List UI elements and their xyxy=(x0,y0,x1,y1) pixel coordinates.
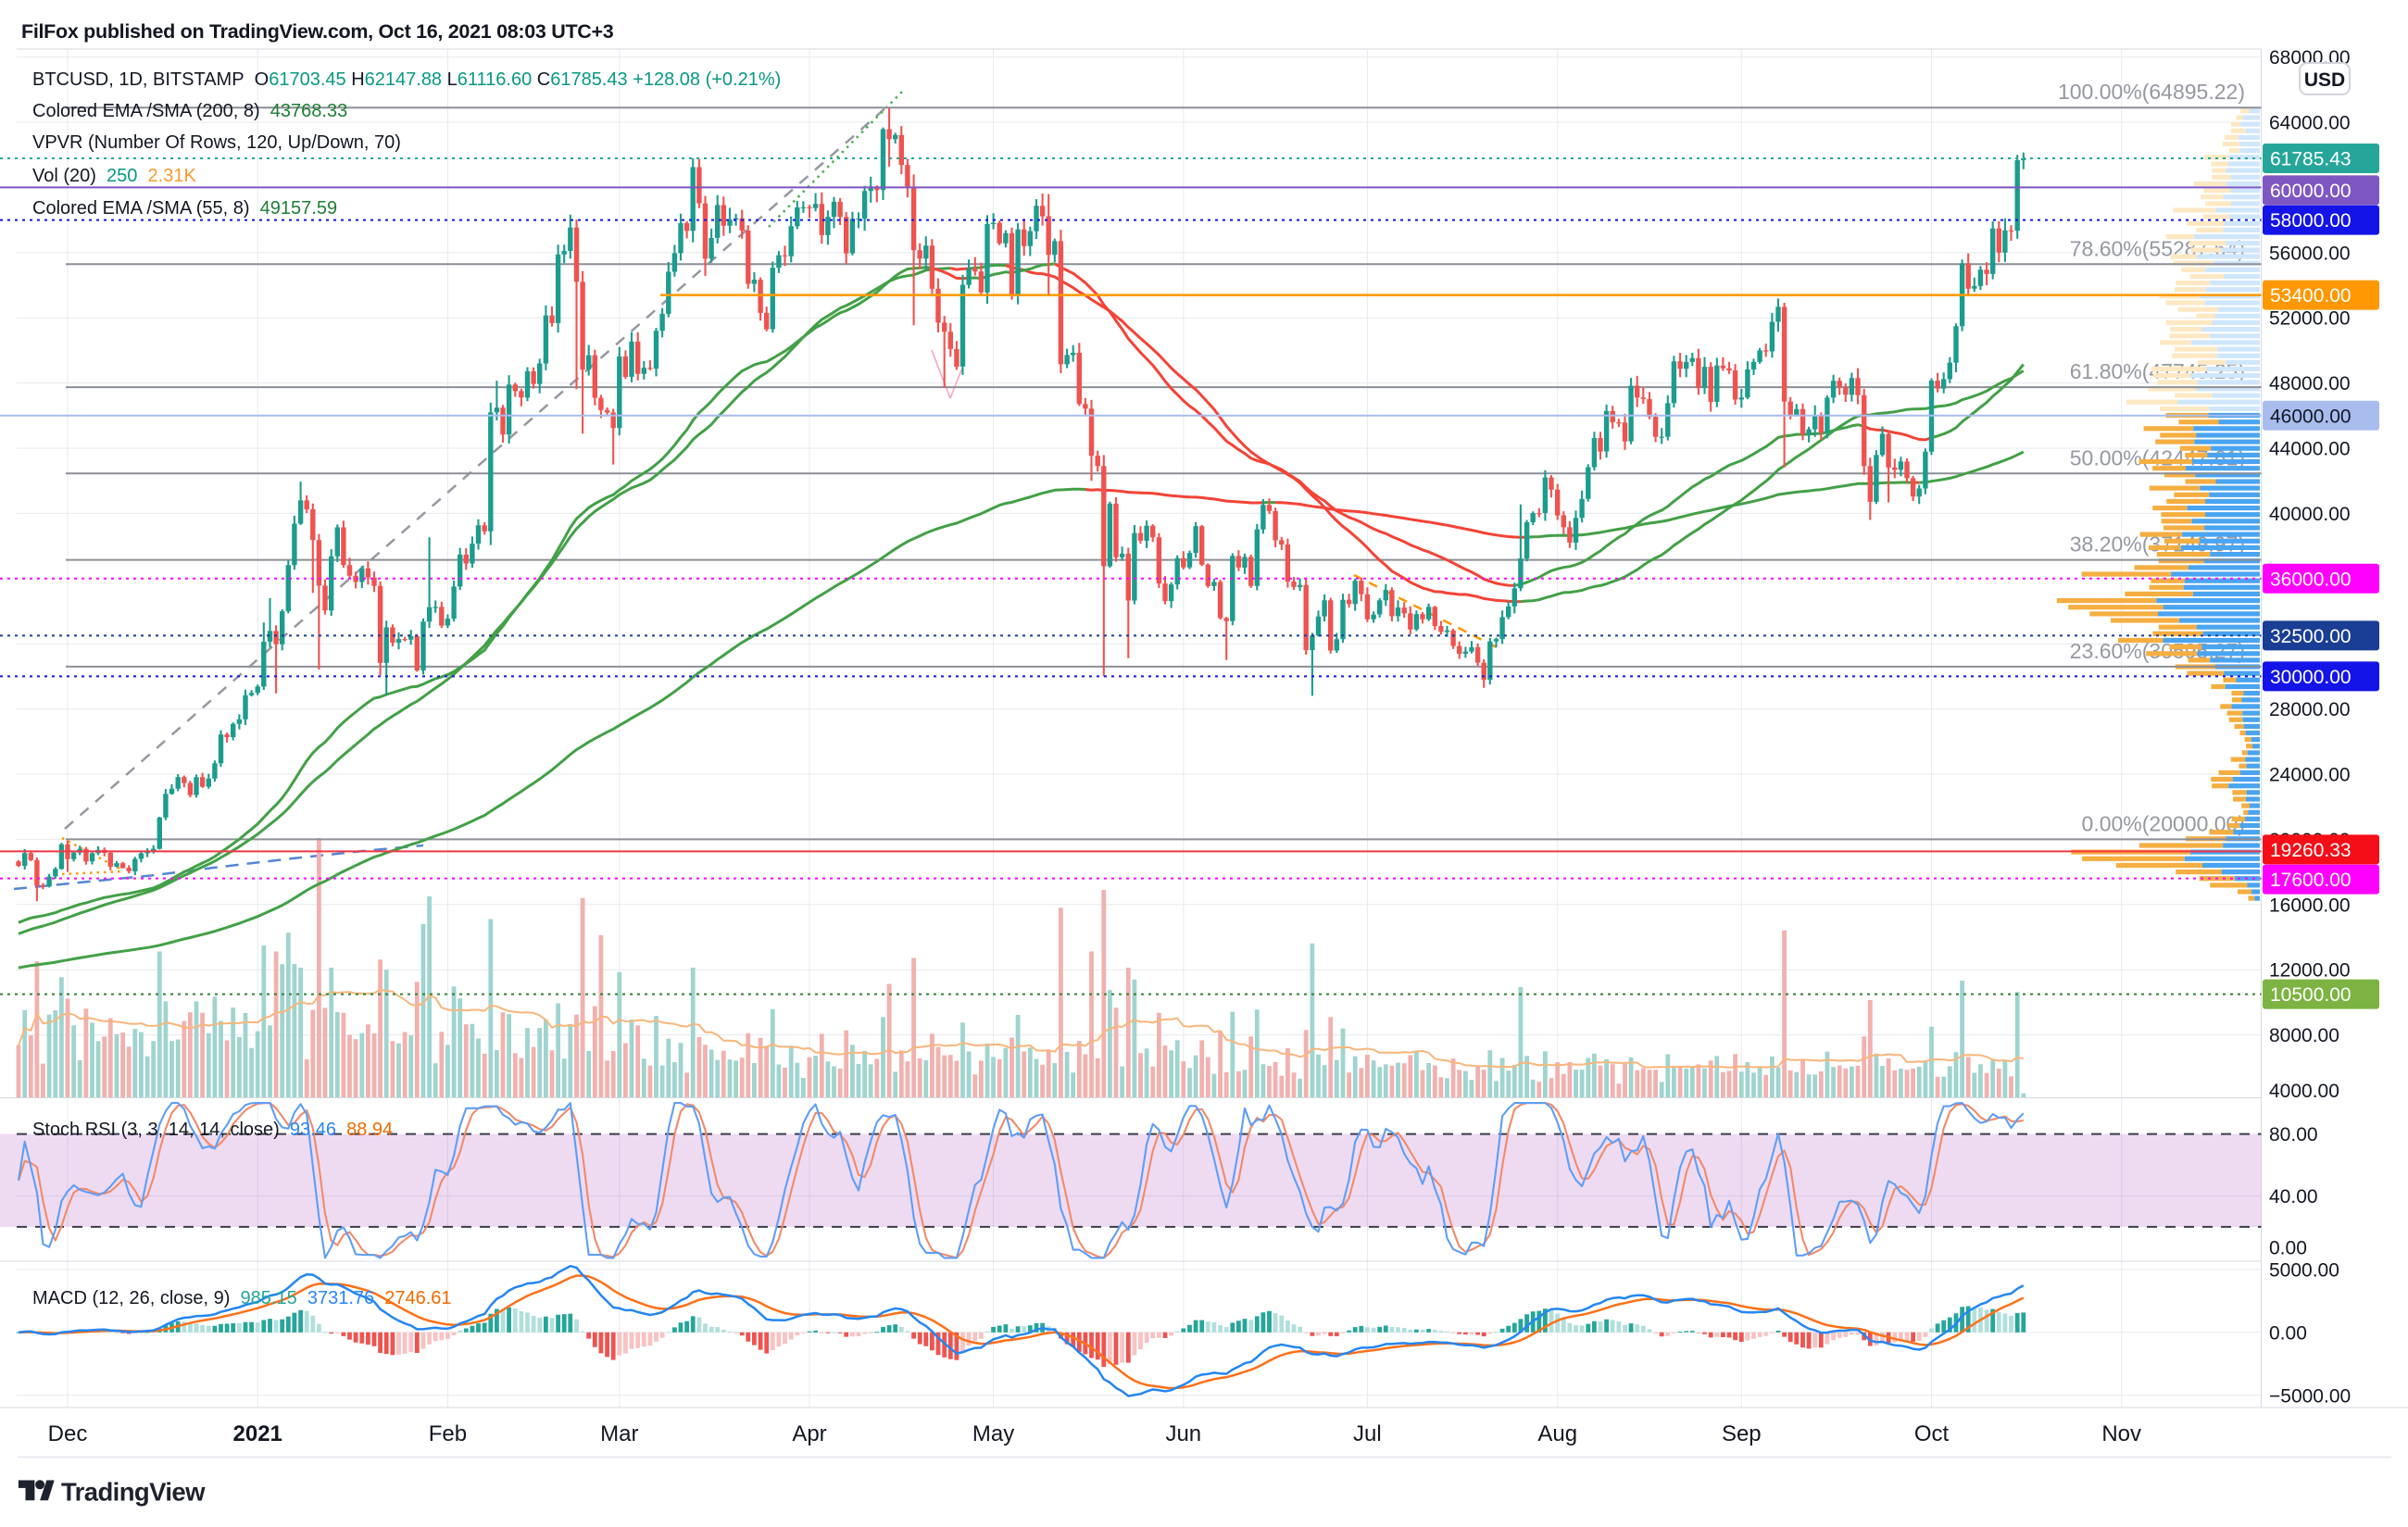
svg-text:100.00%(64895.22): 100.00%(64895.22) xyxy=(2058,80,2245,104)
svg-text:May: May xyxy=(972,1421,1014,1446)
svg-text:Nov: Nov xyxy=(2101,1421,2141,1446)
svg-text:Jul: Jul xyxy=(1353,1421,1382,1446)
svg-text:TradingView: TradingView xyxy=(61,1478,206,1507)
svg-text:USD: USD xyxy=(2304,69,2345,91)
svg-text:Dec: Dec xyxy=(48,1421,88,1446)
svg-text:32500.00: 32500.00 xyxy=(2270,626,2352,647)
svg-text:60000.00: 60000.00 xyxy=(2270,181,2352,202)
svg-text:Sep: Sep xyxy=(1722,1421,1762,1446)
svg-text:Colored EMA /SMA (200, 8) 437: Colored EMA /SMA (200, 8) 43768.33 xyxy=(32,101,347,121)
svg-text:61785.43: 61785.43 xyxy=(2270,149,2352,170)
svg-text:Vol (20) 250 2.31K: Vol (20) 250 2.31K xyxy=(32,166,196,186)
svg-text:Aug: Aug xyxy=(1537,1421,1577,1446)
svg-text:64000.00: 64000.00 xyxy=(2269,113,2351,134)
svg-text:0.00: 0.00 xyxy=(2269,1238,2307,1259)
svg-text:17600.00: 17600.00 xyxy=(2270,870,2352,891)
svg-text:4000.00: 4000.00 xyxy=(2269,1081,2339,1102)
svg-text:MACD (12, 26, close, 9) 985.1: MACD (12, 26, close, 9) 985.15 3731.76 2… xyxy=(32,1288,452,1308)
svg-text:40.00: 40.00 xyxy=(2269,1186,2318,1208)
svg-text:53400.00: 53400.00 xyxy=(2270,285,2352,307)
svg-text:58000.00: 58000.00 xyxy=(2270,210,2352,232)
svg-text:5000.00: 5000.00 xyxy=(2269,1259,2339,1281)
svg-text:19260.33: 19260.33 xyxy=(2270,840,2352,861)
svg-text:24000.00: 24000.00 xyxy=(2269,765,2351,786)
svg-text:Oct: Oct xyxy=(1914,1421,1950,1446)
svg-text:40000.00: 40000.00 xyxy=(2269,504,2351,525)
svg-text:2021: 2021 xyxy=(233,1421,282,1446)
svg-text:44000.00: 44000.00 xyxy=(2269,439,2351,460)
svg-text:−5000.00: −5000.00 xyxy=(2269,1385,2351,1407)
svg-text:Jun: Jun xyxy=(1165,1421,1201,1446)
svg-text:16000.00: 16000.00 xyxy=(2269,895,2351,916)
svg-text:52000.00: 52000.00 xyxy=(2269,308,2351,330)
svg-text:Mar: Mar xyxy=(600,1421,638,1446)
svg-text:46000.00: 46000.00 xyxy=(2270,406,2352,427)
svg-text:80.00: 80.00 xyxy=(2269,1124,2318,1145)
svg-text:Colored EMA /SMA (55, 8) 4915: Colored EMA /SMA (55, 8) 49157.59 xyxy=(32,198,337,219)
svg-text:28000.00: 28000.00 xyxy=(2269,699,2351,720)
svg-text:Feb: Feb xyxy=(429,1421,467,1446)
svg-text:Apr: Apr xyxy=(792,1421,826,1446)
svg-text:0.00: 0.00 xyxy=(2269,1322,2307,1344)
svg-text:FilFox published on TradingVie: FilFox published on TradingView.com, Oct… xyxy=(21,20,614,43)
svg-text:VPVR (Number Of Rows, 120, Up/: VPVR (Number Of Rows, 120, Up/Down, 70) xyxy=(32,132,401,153)
svg-text:30000.00: 30000.00 xyxy=(2270,667,2352,688)
svg-text:Stoch RSI (3, 3, 14, 14, close: Stoch RSI (3, 3, 14, 14, close) 93.46 88… xyxy=(32,1120,393,1140)
svg-text:36000.00: 36000.00 xyxy=(2270,569,2352,590)
svg-text:BTCUSD, 1D, BITSTAMP O61703.4: BTCUSD, 1D, BITSTAMP O61703.45 H62147.88… xyxy=(32,69,781,90)
svg-text:56000.00: 56000.00 xyxy=(2269,243,2351,264)
svg-text:8000.00: 8000.00 xyxy=(2269,1025,2339,1046)
svg-text:10500.00: 10500.00 xyxy=(2270,984,2352,1006)
svg-text:48000.00: 48000.00 xyxy=(2269,373,2351,394)
svg-text:12000.00: 12000.00 xyxy=(2269,960,2351,982)
